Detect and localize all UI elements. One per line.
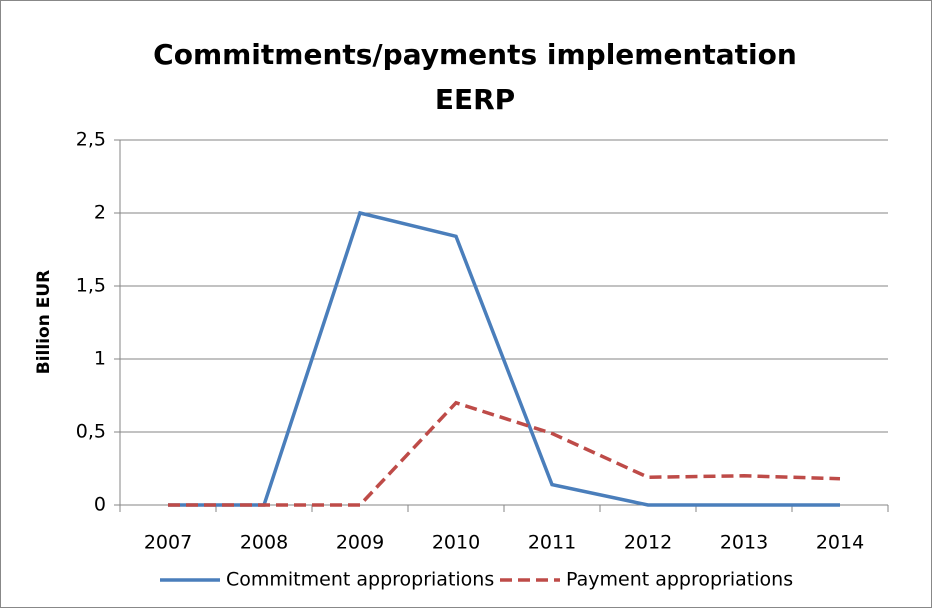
x-tick-label: 2011 xyxy=(528,532,576,554)
x-tick-label: 2014 xyxy=(816,532,864,554)
line-series xyxy=(168,210,840,507)
y-axis-label: Billion EUR xyxy=(34,270,54,374)
line-series xyxy=(168,400,841,507)
x-tick-label: 2013 xyxy=(720,532,768,554)
x-tick-label: 2012 xyxy=(624,532,672,554)
x-tick-label: 2008 xyxy=(240,532,288,554)
y-tick-label: 1,5 xyxy=(76,275,106,297)
y-tick-label: 1 xyxy=(94,348,106,370)
legend-label: Commitment appropriations xyxy=(226,569,494,591)
y-tick-label: 0 xyxy=(94,494,106,516)
chart-title: EERP xyxy=(435,83,515,116)
y-tick-label: 2,5 xyxy=(76,129,106,151)
x-tick-label: 2010 xyxy=(432,532,480,554)
x-tick-label: 2007 xyxy=(144,532,192,554)
y-tick-label: 2 xyxy=(94,202,106,224)
chart-title: Commitments/payments implementation xyxy=(153,38,797,71)
y-tick-label: 0,5 xyxy=(76,421,106,443)
legend-label: Payment appropriations xyxy=(566,569,793,591)
x-tick-label: 2009 xyxy=(336,532,384,554)
